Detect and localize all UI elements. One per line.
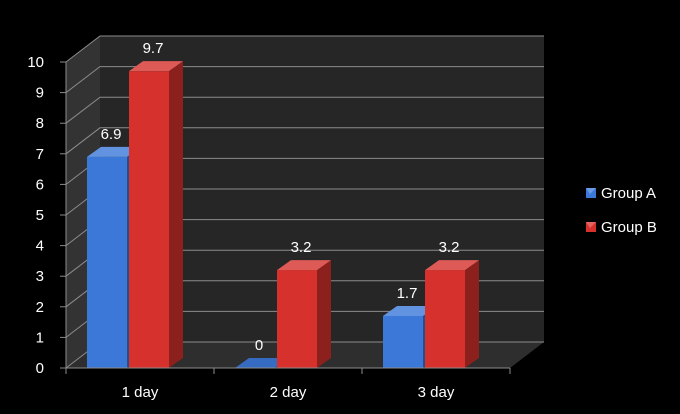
legend-swatch-highlight xyxy=(586,222,596,228)
y-axis: 0 1 2 3 4 5 6 7 8 9 10 xyxy=(27,54,510,377)
legend-label: Group A xyxy=(601,185,656,202)
y-tick-label: 9 xyxy=(36,85,44,102)
data-label: 3.2 xyxy=(291,239,312,256)
gridline xyxy=(65,127,544,155)
bar-side xyxy=(169,61,183,369)
bar-top xyxy=(425,260,479,271)
legend-item-group-b: Group B xyxy=(586,219,657,236)
x-tick-label: 3 day xyxy=(418,384,455,401)
bar-side xyxy=(465,260,479,368)
bar-front xyxy=(87,156,127,368)
data-label: 9.7 xyxy=(143,40,164,57)
bar-front xyxy=(425,270,465,368)
bar-top xyxy=(129,61,183,72)
bar-top xyxy=(87,146,141,157)
x-axis: 1 day 2 day 3 day xyxy=(65,368,511,401)
bar-side xyxy=(317,260,331,368)
bar-group-b: 3.2 xyxy=(425,239,479,368)
gridline xyxy=(65,35,544,63)
y-tick-label: 5 xyxy=(36,207,44,224)
legend: Group A Group B xyxy=(586,185,657,236)
bar-front xyxy=(383,315,423,368)
y-tick-label: 6 xyxy=(36,176,44,193)
x-tick-label: 2 day xyxy=(270,384,307,401)
legend-label: Group B xyxy=(601,219,657,236)
x-tick-label: 1 day xyxy=(122,384,159,401)
gridline xyxy=(65,66,544,93)
bar-top xyxy=(235,358,289,368)
legend-swatch-highlight xyxy=(586,188,596,194)
y-tick-label: 7 xyxy=(36,146,44,163)
bar-top xyxy=(277,260,331,271)
legend-item-group-a: Group A xyxy=(586,185,656,202)
data-label: 6.9 xyxy=(101,126,122,143)
y-tick-label: 10 xyxy=(27,54,44,71)
y-tick-label: 1 xyxy=(36,329,44,346)
y-tick-label: 3 xyxy=(36,268,44,285)
gridline xyxy=(65,96,544,124)
data-label: 0 xyxy=(255,337,263,354)
bar-group-b: 9.7 xyxy=(129,40,183,369)
y-tick-label: 2 xyxy=(36,299,44,316)
bar-top xyxy=(383,305,437,316)
bar-series: 6.9 9.7 0 3.2 1.7 3.2 xyxy=(87,40,479,369)
bar-group-b: 3.2 xyxy=(277,239,331,368)
bar-group-a: 0 xyxy=(235,337,289,368)
data-label: 3.2 xyxy=(439,239,460,256)
y-tick-label: 4 xyxy=(36,238,44,255)
bar-front xyxy=(129,71,169,369)
y-tick-label: 8 xyxy=(36,115,44,132)
data-label: 1.7 xyxy=(397,285,418,302)
bar-front xyxy=(277,270,317,368)
y-tick-label: 0 xyxy=(36,360,44,377)
